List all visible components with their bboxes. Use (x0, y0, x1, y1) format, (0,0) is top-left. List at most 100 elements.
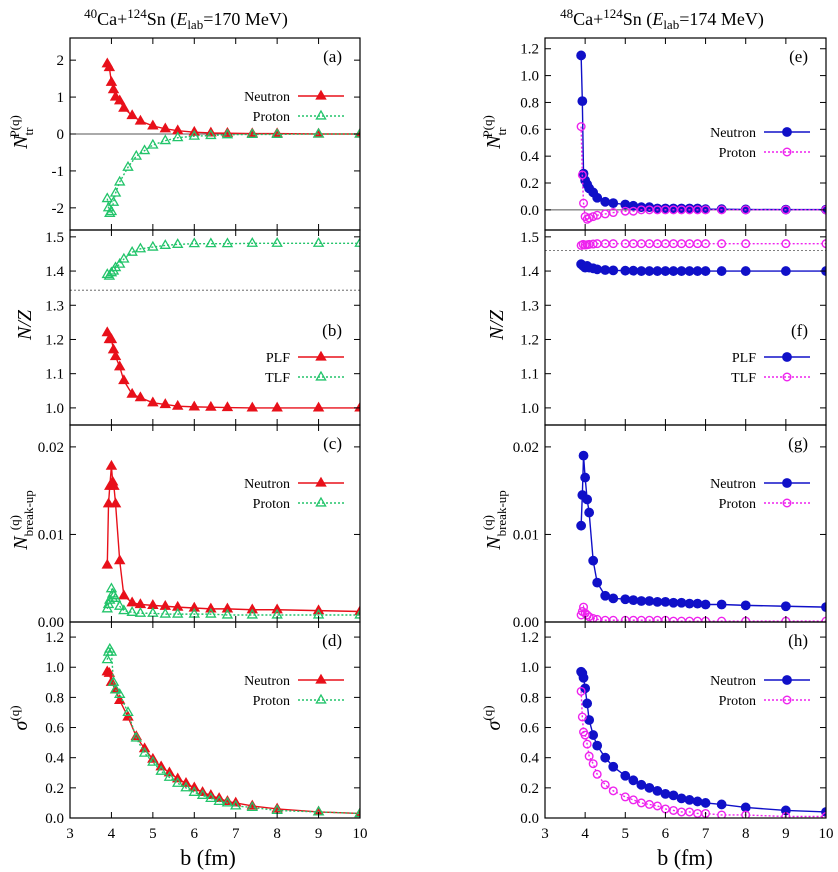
ytick-label: 0.6 (45, 721, 64, 737)
data-point-neutron (600, 752, 611, 763)
data-point-plf (780, 266, 791, 276)
data-point-neutron (660, 596, 671, 607)
data-point-neutron (103, 666, 116, 677)
data-point-tlf (221, 237, 234, 248)
legend-marker (315, 673, 327, 684)
plot-frame (69, 621, 361, 819)
data-point-tlf (113, 257, 126, 268)
data-point-proton (109, 683, 122, 694)
data-point-plf (271, 401, 283, 412)
data-point-proton (147, 755, 159, 766)
plot-frame (544, 621, 827, 819)
ytick-label: 0.00 (513, 615, 539, 631)
data-point-proton (580, 730, 590, 740)
data-point-neutron (109, 497, 122, 508)
ytick-label: 0.4 (520, 751, 539, 767)
legend-marker (782, 127, 792, 137)
data-point-neutron (576, 520, 587, 531)
data-point-plf (660, 266, 671, 276)
legend-label-neutron: Neutron (710, 477, 756, 492)
legend-marker (782, 675, 792, 685)
data-point-plf (109, 350, 122, 361)
data-point-neutron (716, 799, 727, 810)
ytick-label: 0.4 (45, 751, 64, 767)
data-point-neutron (582, 698, 593, 709)
data-point-neutron (700, 599, 711, 610)
data-point-tlf (246, 237, 259, 247)
ytick-label: 1.2 (520, 332, 539, 348)
legend-label-tlf: TLF (731, 371, 756, 386)
ytick-label: 1.2 (520, 630, 539, 646)
data-point-plf (740, 266, 751, 276)
data-point-proton (101, 653, 114, 664)
data-point-proton (113, 175, 126, 186)
legend-label-neutron: Neutron (244, 90, 290, 105)
data-point-plf (636, 266, 647, 276)
legend-label-proton: Proton (253, 497, 290, 512)
legend-marker (782, 352, 792, 362)
xtick-label: 4 (581, 826, 589, 842)
data-point-proton (163, 770, 176, 781)
data-point-plf (652, 266, 663, 276)
data-point-plf (592, 264, 603, 275)
data-point-neutron (660, 788, 671, 799)
panel-d: 0.0 0.2 0.4 0.6 0.8 1.0 1.2 3 4 5 6 7 8 9 10 (d) Neutron… (45, 621, 368, 842)
data-point-neutron (668, 597, 679, 608)
panel-label: (c) (323, 434, 342, 453)
data-point-neutron (608, 198, 619, 209)
data-point-proton (171, 131, 184, 142)
data-point-proton (577, 712, 587, 722)
ytick-label: 1.1 (520, 367, 539, 383)
xtick-label: 7 (232, 826, 240, 842)
ylabel-f-right: N/Z (486, 309, 508, 341)
legend-marker (782, 498, 792, 508)
panel-label: (f) (791, 321, 808, 340)
legend-label-plf: PLF (732, 351, 756, 366)
ylabel-e-right: NtrP(q) (480, 115, 509, 150)
data-point-tlf (126, 245, 138, 256)
series-line-proton (580, 691, 826, 818)
data-point-proton (246, 128, 259, 138)
data-point-neutron (608, 761, 619, 772)
panel-label: (b) (322, 321, 342, 340)
data-point-neutron (105, 459, 118, 470)
ytick-label: -1 (52, 164, 65, 180)
data-point-neutron (676, 597, 687, 608)
ytick-label: 1.2 (520, 42, 539, 58)
data-point-tlf (188, 237, 201, 248)
data-point-neutron (126, 596, 138, 607)
data-point-plf (118, 374, 130, 385)
xtick-label: 6 (662, 826, 670, 842)
data-point-proton (101, 192, 114, 203)
data-point-proton (588, 212, 598, 222)
data-point-tlf (134, 242, 147, 253)
data-point-tlf (171, 238, 184, 248)
ytick-label: 0.0 (45, 811, 64, 827)
data-point-tlf (354, 237, 360, 247)
panel-e: 0.0 0.2 0.4 0.6 0.8 1.0 1.2 (e) Neutron Proton (520, 37, 827, 231)
panel-g: 0.00 0.01 0.02 (g) Neutron Proton (513, 424, 827, 631)
data-point-proton (130, 731, 143, 742)
data-point-proton (717, 205, 727, 215)
series-line-neutron (106, 671, 360, 815)
ytick-label: 0 (57, 127, 65, 143)
legend-marker (315, 370, 327, 381)
data-point-proton (652, 801, 662, 811)
data-point-neutron (592, 740, 603, 751)
data-point-neutron (684, 795, 695, 805)
data-point-neutron (113, 554, 126, 565)
data-point-proton (159, 134, 172, 145)
data-point-tlf (781, 239, 791, 249)
ylabel-h-right: σ(q) (480, 705, 505, 730)
ytick-label: 1.0 (520, 69, 539, 85)
data-point-proton (126, 606, 138, 616)
data-point-proton (205, 607, 217, 618)
data-point-neutron (700, 798, 711, 808)
legend-label-neutron: Neutron (710, 126, 756, 141)
data-point-neutron (652, 596, 663, 607)
ytick-label: 0.8 (520, 95, 539, 111)
ytick-label: 0.0 (520, 811, 539, 827)
data-point-proton (354, 608, 360, 619)
data-point-neutron (600, 196, 611, 207)
data-point-plf (126, 387, 138, 398)
